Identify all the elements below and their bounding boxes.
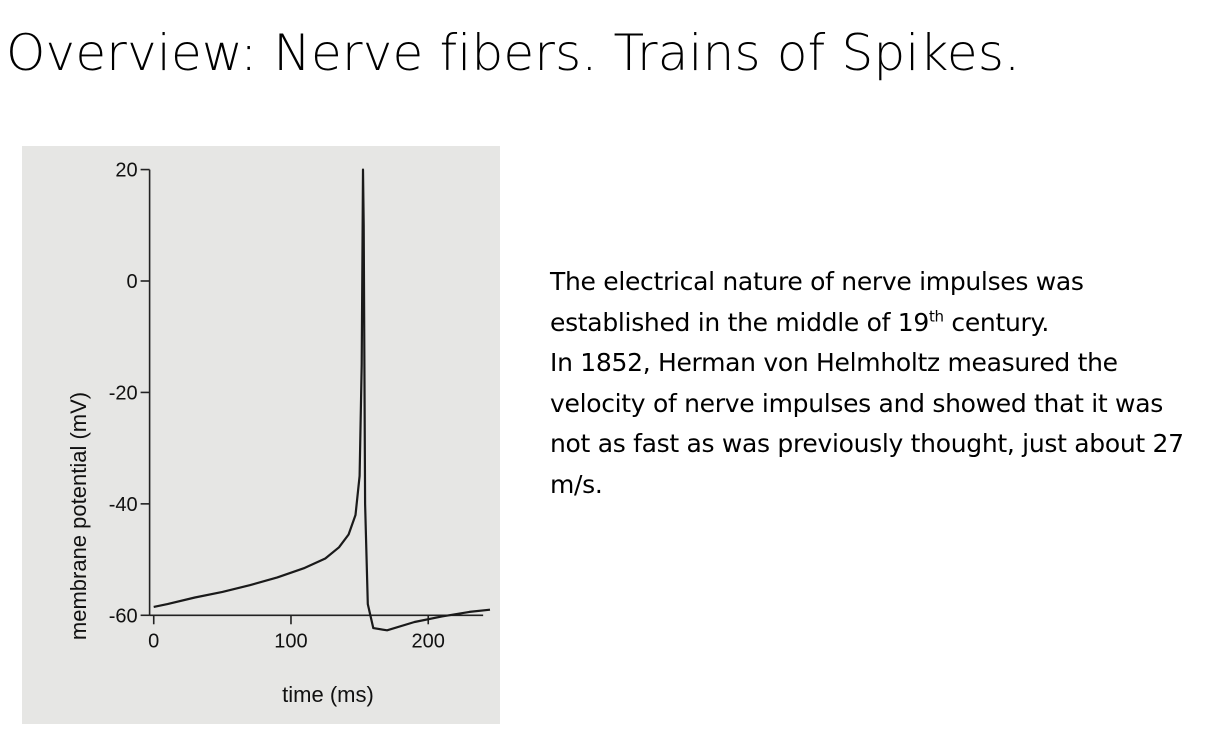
y-axis-ticks: 20 0 -20 -40 -60 [109, 160, 150, 627]
superscript-th: th [928, 307, 944, 326]
membrane-potential-figure: 20 0 -20 -40 -60 0 100 200 membrane potential … [22, 146, 500, 724]
x-axis-label: time (ms) [282, 682, 374, 707]
y-tick-label: -40 [109, 494, 138, 516]
y-axis-label: membrane potential (mV) [66, 392, 91, 640]
text-line-2: established in the middle of 19th centur… [550, 303, 1210, 344]
text-line-1: The electrical nature of nerve impulses … [550, 267, 1084, 296]
text-line-2-main: established in the middle of 19 [550, 307, 929, 337]
y-tick-label: 20 [115, 160, 137, 182]
x-tick-label: 0 [148, 630, 159, 652]
membrane-potential-chart: 200-20-40-60 0 100 200 membrane potential … [22, 146, 500, 724]
x-tick-label: 200 [412, 630, 445, 652]
x-axis-ticks: 0 100 200 [148, 615, 445, 652]
y-tick-label: 0 [126, 271, 137, 293]
y-tick-label: -60 [109, 605, 138, 627]
y-tick-label: -20 [109, 382, 138, 404]
slide-title: Overview: Nerve fibers. Trains of Spikes… [6, 24, 1021, 82]
membrane-potential-trace [153, 168, 491, 632]
body-text: The electrical nature of nerve impulses … [550, 262, 1210, 505]
x-tick-label: 100 [274, 630, 307, 652]
text-paragraph-helmholtz: In 1852, Herman von Helmholtz measured t… [550, 348, 1184, 499]
text-line-2-end: century. [943, 307, 1050, 337]
background-texture [22, 146, 500, 724]
